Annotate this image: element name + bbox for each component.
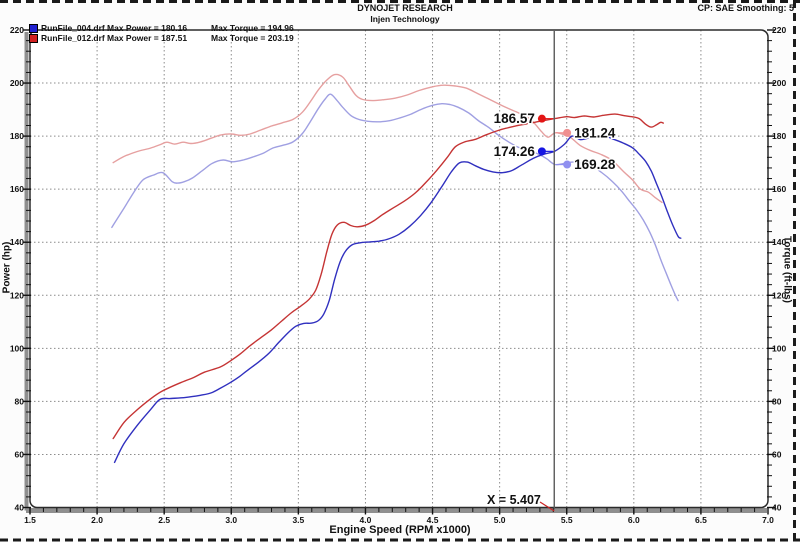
svg-text:80: 80 (15, 396, 25, 406)
marker-dot-181.24[interactable] (563, 128, 572, 137)
power-axis-title: Power (hp) (1, 241, 13, 294)
svg-text:100: 100 (772, 343, 786, 353)
svg-text:4.0: 4.0 (360, 515, 372, 525)
legend-row-runfile-004[interactable]: RunFile_004.drf Max Power = 180.16 Max T… (29, 23, 294, 33)
gridlines (30, 30, 768, 508)
rpm-axis-title: Engine Speed (RPM x1000) (329, 524, 471, 536)
svg-text:60: 60 (772, 449, 782, 459)
legend-row-runfile-012[interactable]: RunFile_012.drf Max Power = 187.51 Max T… (29, 33, 294, 43)
curve-run1_power (113, 135, 682, 464)
report-subtitle: Injen Technology (370, 14, 440, 24)
cursor-x-readout: X = 5.407 (487, 493, 541, 507)
curve-run2_torque (112, 73, 663, 204)
svg-text:80: 80 (772, 396, 782, 406)
plot-frame (29, 29, 769, 509)
svg-text:220: 220 (772, 25, 786, 35)
axis-bands (24, 32, 767, 513)
svg-text:120: 120 (772, 290, 786, 300)
svg-text:6.0: 6.0 (628, 515, 640, 525)
svg-text:2.5: 2.5 (158, 515, 170, 525)
marker-dot-186.57[interactable] (537, 114, 546, 123)
svg-text:140: 140 (772, 237, 786, 247)
svg-text:180: 180 (772, 131, 786, 141)
svg-text:140: 140 (10, 237, 24, 247)
svg-text:40: 40 (15, 503, 25, 513)
svg-text:180: 180 (10, 131, 24, 141)
run2-file-name: RunFile_012.drf (41, 33, 105, 43)
svg-text:3.5: 3.5 (292, 515, 304, 525)
svg-text:120: 120 (10, 290, 24, 300)
legend: RunFile_004.drf Max Power = 180.16 Max T… (29, 23, 294, 43)
curve-run1_torque (111, 93, 679, 302)
cursor-value-markers: 186.57 181.24 174.26 169.28 (492, 110, 617, 174)
curve-run2_power (112, 113, 664, 440)
run1-max-torque: Max Torque = 194.96 (211, 23, 294, 33)
run1-color-swatch (29, 23, 38, 33)
svg-text:2.0: 2.0 (91, 515, 103, 525)
dyno-curves (111, 73, 682, 464)
marker-label-181.24: 181.24 (574, 125, 616, 140)
svg-text:160: 160 (772, 184, 786, 194)
run2-max-power: Max Power = 187.51 (107, 33, 188, 43)
svg-text:6.5: 6.5 (695, 515, 707, 525)
svg-text:100: 100 (10, 343, 24, 353)
marker-dot-174.26[interactable] (537, 147, 546, 156)
svg-text:3.0: 3.0 (225, 515, 237, 525)
plot-area (30, 30, 768, 508)
run1-file-name: RunFile_004.drf (41, 23, 105, 33)
torque-axis-title: Torque (ft-lbs) (781, 235, 793, 304)
smoothing-setting-label: CP: SAE Smoothing: 5 (697, 3, 795, 13)
cursor-pointer-line (539, 501, 555, 512)
marker-label-174.26: 174.26 (494, 144, 536, 159)
run2-max-torque: Max Torque = 203.19 (211, 33, 294, 43)
marker-dot-169.28[interactable] (563, 160, 572, 169)
marker-label-186.57: 186.57 (494, 111, 535, 126)
run2-color-swatch (29, 33, 38, 43)
svg-text:220: 220 (10, 25, 24, 35)
svg-text:5.5: 5.5 (561, 515, 573, 525)
svg-text:4.5: 4.5 (427, 515, 439, 525)
svg-text:1.5: 1.5 (24, 515, 36, 525)
axis-ticks: 1.5 2.0 2.5 3.0 3.5 4.0 4.5 5.0 5.5 6.0 6.5 7.0 220 2… (10, 25, 787, 525)
svg-text:60: 60 (15, 449, 25, 459)
svg-text:200: 200 (772, 78, 786, 88)
report-title: DYNOJET RESEARCH (357, 3, 453, 13)
svg-text:40: 40 (772, 503, 782, 513)
run1-max-power: Max Power = 180.16 (107, 23, 188, 33)
svg-text:200: 200 (10, 78, 24, 88)
svg-text:7.0: 7.0 (762, 515, 774, 525)
svg-text:160: 160 (10, 184, 24, 194)
svg-text:5.0: 5.0 (494, 515, 506, 525)
marker-label-169.28: 169.28 (574, 157, 616, 172)
